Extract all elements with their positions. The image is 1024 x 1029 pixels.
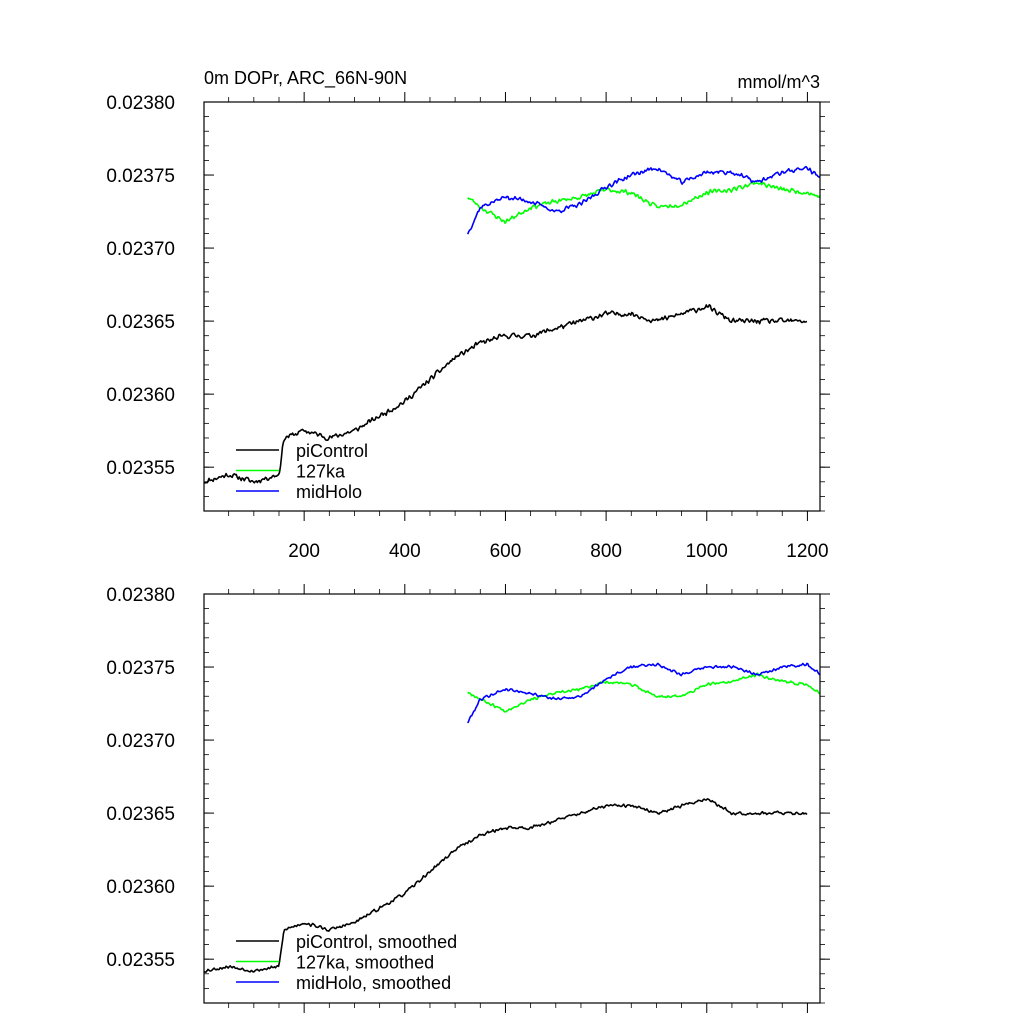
- top-panel: 0m DOPr, ARC_66N-90N mmol/m^3 0.023550.0…: [106, 68, 830, 562]
- series-line-picontrol-smoothed: [203, 798, 808, 973]
- x-tick-label: 800: [590, 541, 622, 562]
- y-tick-label: 0.02365: [106, 804, 175, 825]
- legend-label: midHolo: [296, 482, 362, 502]
- series-line-picontrol: [203, 303, 808, 484]
- y-tick-label: 0.02370: [106, 239, 175, 260]
- x-tick-label: 600: [490, 541, 522, 562]
- series-line-127ka: [467, 181, 821, 224]
- y-tick-label: 0.02375: [106, 166, 175, 187]
- y-tick-label: 0.02360: [106, 877, 175, 898]
- x-tick-label: 400: [389, 541, 421, 562]
- series-line-midholo-smoothed: [466, 662, 821, 724]
- y-tick-label: 0.02375: [106, 658, 175, 679]
- series-lines: [203, 662, 821, 973]
- legend-label: piControl, smoothed: [296, 932, 457, 952]
- chart-title: 0m DOPr, ARC_66N-90N: [204, 68, 407, 89]
- x-tick-label: 1000: [686, 541, 728, 562]
- series-line-midholo: [466, 165, 821, 235]
- legend-label: 127ka, smoothed: [296, 953, 434, 973]
- units-label: mmol/m^3: [738, 72, 820, 92]
- y-tick-label: 0.02360: [106, 385, 175, 406]
- axes: 0.02355 0.02360 0.02365 0.02370 0.02375 0.023…: [106, 584, 830, 1013]
- y-tick-label: 0.02380: [106, 93, 175, 114]
- legend-label: piControl: [296, 441, 368, 461]
- y-tick-label: 0.02370: [106, 731, 175, 752]
- legend-label: midHolo, smoothed: [296, 973, 451, 993]
- bottom-panel: 0.02355 0.02360 0.02365 0.02370 0.02375 0.023…: [106, 584, 830, 1013]
- legend-label: 127ka: [296, 462, 346, 482]
- y-tick-label: 0.02355: [106, 458, 175, 479]
- y-tick-label: 0.02365: [106, 312, 175, 333]
- series-line-127ka-smoothed: [467, 672, 821, 713]
- y-tick-label: 0.02355: [106, 950, 175, 971]
- x-tick-label: 200: [288, 541, 320, 562]
- y-tick-label: 0.02380: [106, 585, 175, 606]
- x-tick-label: 1200: [786, 541, 828, 562]
- series-lines: [203, 165, 821, 484]
- axes: 0.02355 0.02360 0.02365 0.02370 0.02375 0.023…: [106, 92, 830, 562]
